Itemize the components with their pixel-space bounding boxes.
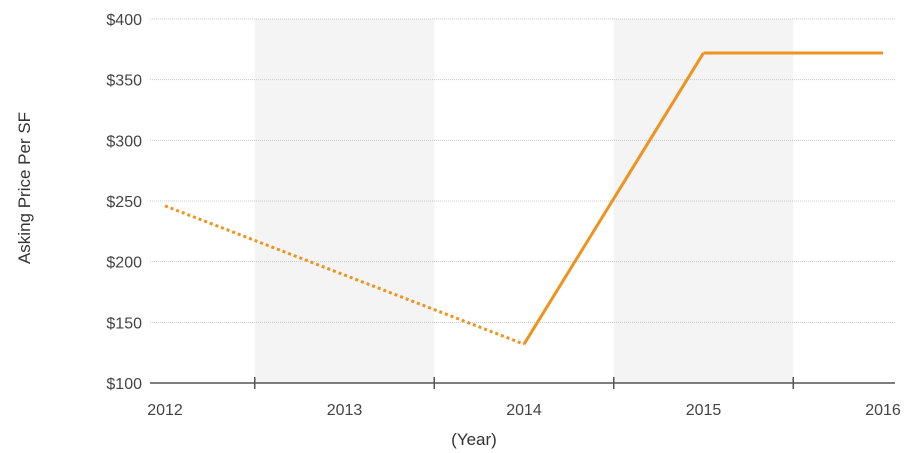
y-tick-label: $350 bbox=[106, 73, 142, 90]
y-tick-label: $300 bbox=[106, 133, 142, 150]
y-tick-label: $200 bbox=[106, 255, 142, 272]
x-tick-label: 2012 bbox=[147, 402, 183, 419]
x-tick-label: 2016 bbox=[865, 402, 901, 419]
x-tick-label: 2014 bbox=[506, 402, 542, 419]
y-tick-label: $250 bbox=[106, 194, 142, 211]
y-axis-title: Asking Price Per SF bbox=[15, 112, 34, 264]
series-lines bbox=[164, 51, 883, 346]
y-axis-ticks: $100 $150 $200 $250 $300 $350 $400 bbox=[106, 12, 142, 393]
y-tick-label: $100 bbox=[106, 376, 142, 393]
x-tick-label: 2013 bbox=[327, 402, 363, 419]
y-tick-label: $400 bbox=[106, 12, 142, 29]
gridlines bbox=[150, 18, 895, 323]
x-axis-title: (Year) bbox=[451, 430, 497, 449]
x-tick-label: 2015 bbox=[686, 402, 722, 419]
series-segment-dotted bbox=[164, 204, 525, 346]
series-segment-solid bbox=[522, 52, 705, 345]
x-axis: 2012 2013 2014 2015 2016 bbox=[147, 377, 901, 419]
y-tick-label: $150 bbox=[106, 315, 142, 332]
background-band bbox=[613, 19, 794, 383]
